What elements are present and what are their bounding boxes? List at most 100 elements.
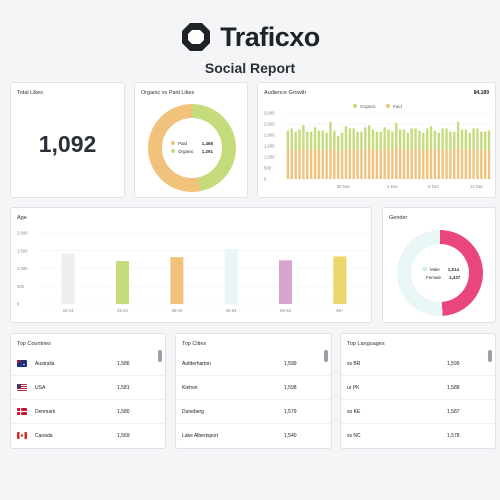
list-item: ss NC 1,578 xyxy=(341,424,495,448)
city-name: Lake Albertsport xyxy=(182,433,219,439)
y-tick-label: 1,500 xyxy=(17,248,28,253)
language-value: 1,599 xyxy=(447,361,460,367)
bar-organic xyxy=(379,131,382,150)
list-item: ur PK 1,588 xyxy=(341,376,495,400)
legend-item-female: Female 1,437 xyxy=(426,274,461,280)
bar-organic xyxy=(468,132,471,151)
legend-item-organic: Organic xyxy=(353,104,376,109)
bar-organic xyxy=(356,131,359,151)
scrollbar[interactable] xyxy=(324,350,328,362)
bar-paid xyxy=(321,149,324,179)
scrollbar[interactable] xyxy=(488,350,492,362)
bar-organic xyxy=(290,128,294,149)
gender-card: Gender Male 1,514 Female 1,437 xyxy=(382,207,496,323)
bar-paid xyxy=(286,149,290,179)
language-name: ss BR xyxy=(347,361,361,367)
bar-paid xyxy=(298,150,301,179)
list-item: Aufderharton 1,599 xyxy=(176,352,331,376)
list-item: Australia 1,586 xyxy=(11,352,165,376)
bar-paid xyxy=(453,149,456,179)
bar-organic xyxy=(383,127,386,149)
bar-organic xyxy=(476,128,479,149)
bar-organic xyxy=(333,130,336,150)
bar-organic xyxy=(313,127,317,149)
y-tick-label: 0 xyxy=(17,302,20,307)
legend-item-paid: Paid xyxy=(385,104,402,109)
bar-organic xyxy=(325,132,328,151)
bar-paid xyxy=(290,148,294,179)
canada-flag-icon xyxy=(17,432,27,439)
y-tick-label: 3,000 xyxy=(264,111,275,116)
top-languages-card: Top Languages ss BR 1,599 ur PK 1,588 so… xyxy=(340,333,496,449)
bar-paid xyxy=(356,150,359,179)
x-tick-label: 55-64 xyxy=(280,308,291,313)
total-likes-card: Total Likes 1,092 xyxy=(10,82,125,198)
bar-paid xyxy=(398,149,402,179)
country-name: USA xyxy=(35,385,46,391)
age-card: Age 2,000 1,500 1,000 500 0 18-24 25-34 35-44 45… xyxy=(10,207,372,323)
bar-organic xyxy=(364,127,367,149)
y-tick-label: 500 xyxy=(264,166,272,171)
bar-paid xyxy=(387,149,390,179)
bar-organic xyxy=(398,129,402,150)
bar-paid xyxy=(364,148,367,179)
legend-item-male: Male 1,514 xyxy=(423,265,459,273)
city-name: Duneberg xyxy=(182,409,204,415)
bar-paid xyxy=(445,149,448,179)
bar-paid xyxy=(325,150,328,179)
country-value: 1,569 xyxy=(117,433,130,439)
bar-paid xyxy=(360,149,363,179)
organic-paid-legend: Paid 1,468 Organic 1,291 xyxy=(171,139,213,155)
card-title: Organic vs Paid Likes xyxy=(141,90,195,96)
bar-paid xyxy=(348,149,352,179)
bar-organic xyxy=(429,126,433,149)
bar-paid xyxy=(441,148,444,179)
y-tick-label: 1,000 xyxy=(17,266,28,271)
y-tick-label: 0 xyxy=(264,177,267,182)
brand-header: Traficxo Social Report xyxy=(0,20,500,76)
country-name: Denmark xyxy=(35,409,56,415)
y-tick-label: 2,000 xyxy=(264,133,275,138)
country-value: 1,580 xyxy=(117,409,130,415)
bar-paid xyxy=(402,148,406,179)
x-tick-label: 35-44 xyxy=(171,308,182,313)
age-bar xyxy=(224,248,238,304)
y-tick-label: 1,500 xyxy=(264,144,275,149)
age-bar xyxy=(279,260,292,304)
list-item: ss BR 1,599 xyxy=(341,352,495,376)
scrollbar[interactable] xyxy=(158,350,162,362)
bar-organic xyxy=(371,129,375,150)
language-name: ur PK xyxy=(347,385,360,391)
x-tick-label: 18-24 xyxy=(63,308,74,313)
bar-paid xyxy=(306,150,309,179)
bar-organic xyxy=(340,132,344,151)
bar-organic xyxy=(472,128,475,150)
x-tick-label: 8 Dec xyxy=(428,184,439,189)
bar-organic xyxy=(441,128,444,149)
bar-organic xyxy=(422,132,425,151)
bar-paid xyxy=(391,150,394,179)
card-title: Top Countries xyxy=(17,341,51,347)
bar-organic xyxy=(391,131,394,151)
bar-paid xyxy=(379,149,382,179)
organic-vs-paid-card: Organic vs Paid Likes Paid 1,468 Organic 1… xyxy=(134,82,248,198)
x-tick-label: 25-34 xyxy=(117,308,128,313)
city-name: Kiehon xyxy=(182,385,198,391)
city-value: 1,579 xyxy=(284,409,297,415)
bar-organic xyxy=(445,128,448,150)
traficxo-logo-icon xyxy=(182,23,211,51)
language-name: ss NC xyxy=(347,433,361,439)
audience-growth-legend: Organic Paid xyxy=(353,104,402,109)
y-tick-label: 1,000 xyxy=(264,155,275,160)
bar-organic xyxy=(360,131,363,150)
paid-swatch-icon xyxy=(385,104,390,108)
organic-swatch-icon xyxy=(353,104,357,108)
y-tick-label: 2,000 xyxy=(17,231,28,236)
x-tick-label: 2 Dec xyxy=(387,184,398,189)
country-value: 1,586 xyxy=(117,361,130,367)
bar-paid xyxy=(487,150,491,179)
bar-paid xyxy=(418,149,421,179)
organic-swatch-icon xyxy=(171,149,175,153)
country-name: Australia xyxy=(35,361,55,367)
usa-flag-icon xyxy=(17,384,27,391)
